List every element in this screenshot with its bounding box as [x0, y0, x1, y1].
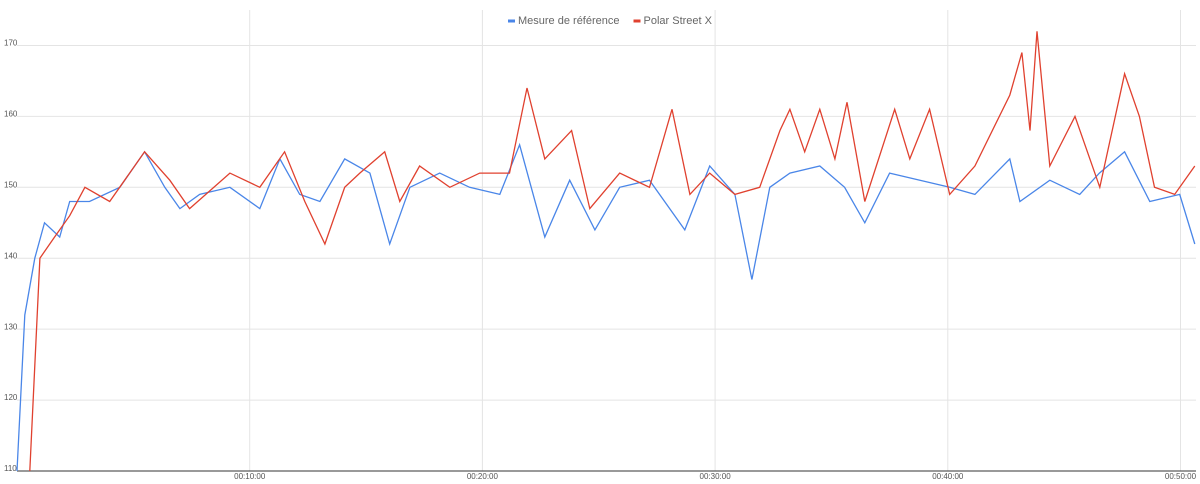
x-tick-label: 00:30:00 [700, 472, 732, 481]
x-tick-label: 00:10:00 [234, 472, 266, 481]
y-tick-label: 120 [4, 393, 18, 402]
legend-label: Mesure de référence [518, 15, 620, 27]
y-tick-label: 170 [4, 39, 18, 48]
legend-label: Polar Street X [644, 15, 713, 27]
x-tick-label: 00:40:00 [932, 472, 964, 481]
x-tick-label: 00:20:00 [467, 472, 499, 481]
y-tick-label: 150 [4, 180, 18, 189]
legend: Mesure de référence Polar Street X [508, 15, 713, 27]
x-tick-label: 00:50:00 [1165, 472, 1197, 481]
series-line [16, 142, 1196, 472]
y-tick-label: 160 [4, 109, 18, 118]
series-line [29, 31, 1196, 472]
y-tick-label: 140 [4, 251, 18, 260]
y-tick-label: 130 [4, 322, 18, 331]
y-tick-label: 110 [4, 464, 17, 473]
